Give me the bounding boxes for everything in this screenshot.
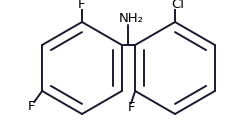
Text: Cl: Cl bbox=[171, 0, 184, 10]
Text: F: F bbox=[127, 101, 134, 115]
Text: NH₂: NH₂ bbox=[118, 12, 143, 24]
Text: F: F bbox=[78, 0, 85, 12]
Text: F: F bbox=[27, 101, 35, 114]
